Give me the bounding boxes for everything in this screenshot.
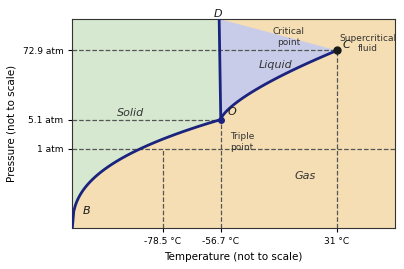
Text: $D$: $D$ [213,7,223,19]
Text: Critical
point: Critical point [273,27,305,47]
Text: $O$: $O$ [227,105,238,117]
Text: Gas: Gas [294,171,316,181]
Polygon shape [72,19,221,228]
Text: $C$: $C$ [342,38,351,50]
Text: Liquid: Liquid [259,60,292,70]
X-axis label: Temperature (not to scale): Temperature (not to scale) [164,252,303,262]
Y-axis label: Pressure (not to scale): Pressure (not to scale) [7,65,17,182]
Text: Solid: Solid [117,108,144,118]
Text: Supercritical
fluid: Supercritical fluid [339,34,396,53]
Text: Triple
point: Triple point [230,132,255,151]
Polygon shape [219,19,337,119]
Text: $B$: $B$ [82,204,91,216]
Polygon shape [337,19,395,50]
